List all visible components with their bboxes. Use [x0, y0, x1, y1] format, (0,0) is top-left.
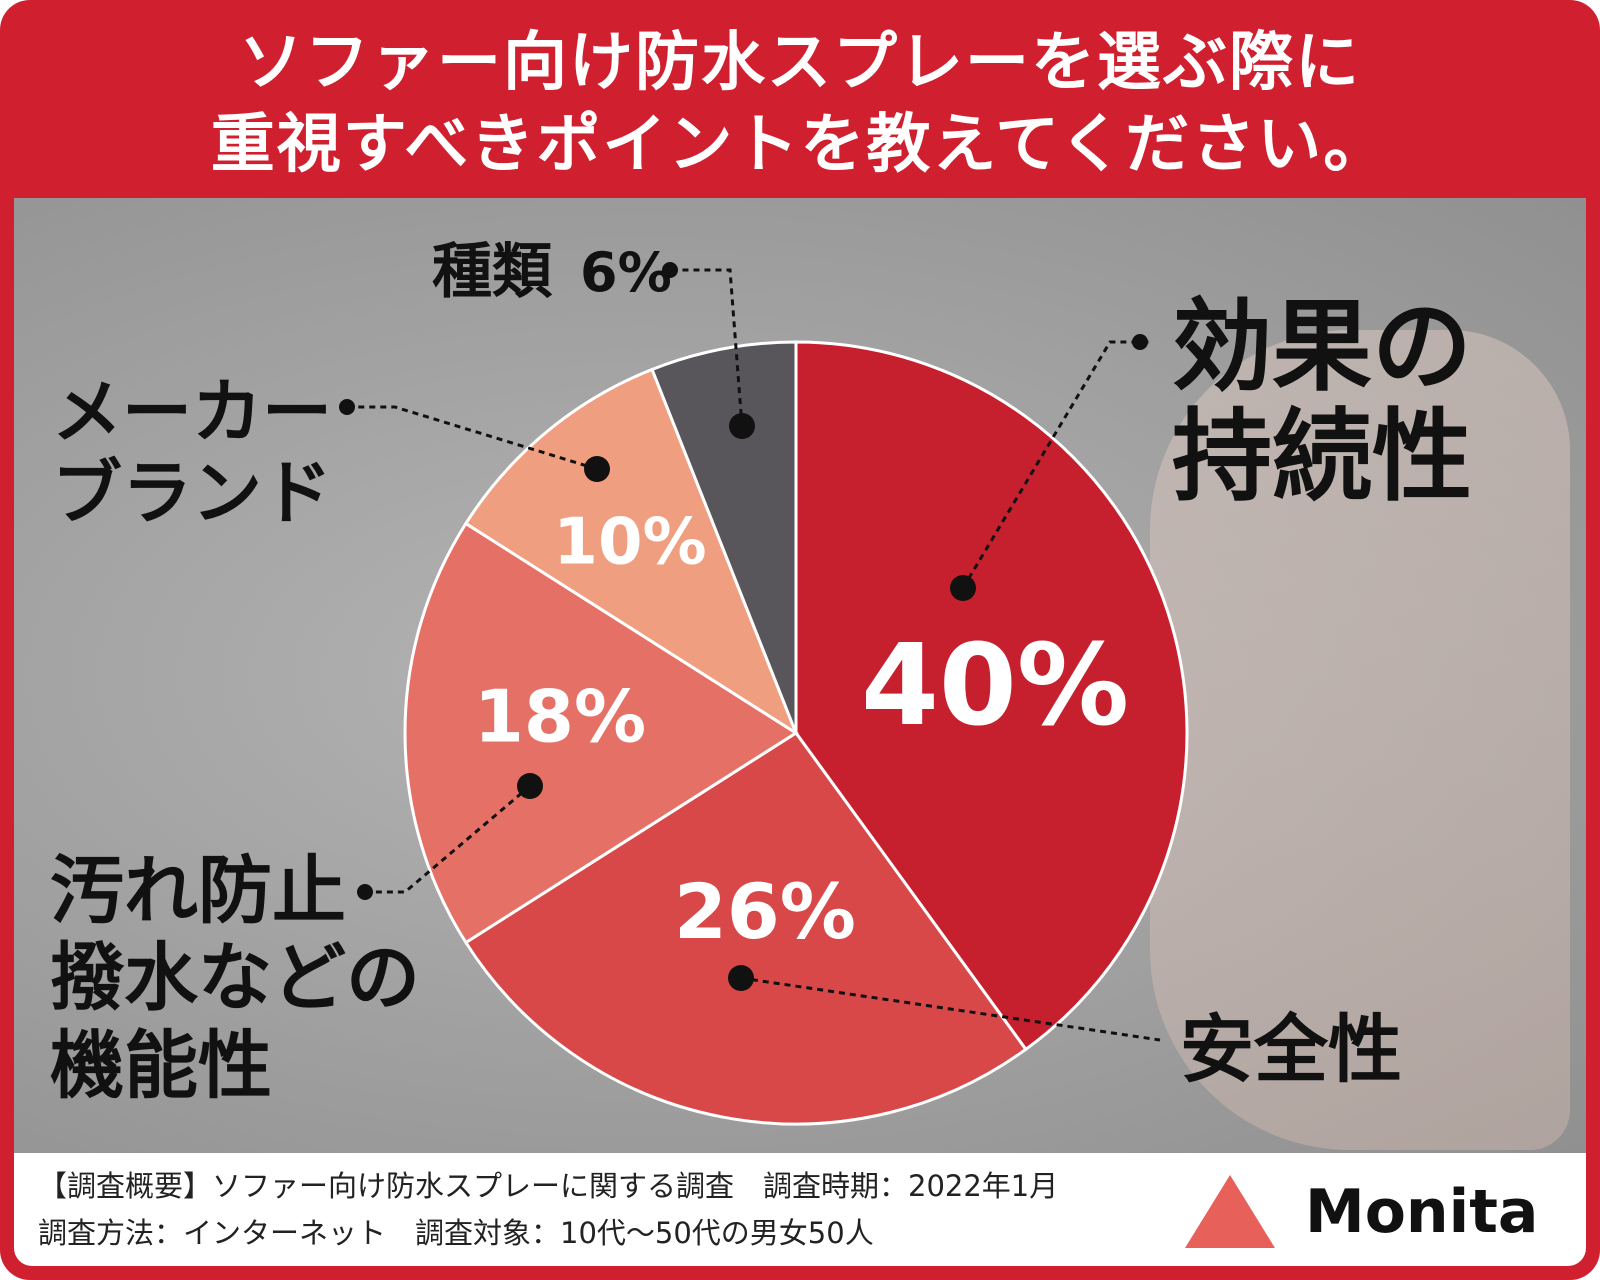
value-label: 10%	[553, 506, 706, 580]
pie-slice	[463, 367, 800, 737]
value-label: 18%	[474, 675, 646, 759]
value-label: 40%	[861, 621, 1129, 751]
background-photo	[1150, 330, 1570, 1150]
title: ソファー向け防水スプレーを選ぶ際に 重視すべきポイントを教えてください。	[210, 26, 1390, 182]
pie-slice	[650, 340, 798, 734]
leader-dot	[517, 773, 543, 799]
footer	[14, 1153, 1586, 1266]
category-label: 効果の 持続性	[1172, 288, 1472, 515]
pie-slice	[403, 521, 799, 945]
source-note: 調査方法：インターネット 調査対象：10代〜50代の男女50人	[38, 1216, 874, 1250]
leader-dot	[339, 399, 355, 415]
category-label: 種類	[432, 237, 552, 307]
leader-line	[680, 268, 744, 427]
pie-slice	[794, 340, 1189, 1052]
leader-dot	[357, 884, 373, 900]
value-label: 26%	[674, 867, 856, 956]
category-label: 汚れ防止 撥水などの 機能性	[50, 848, 420, 1109]
leader-dot	[1132, 334, 1148, 350]
leader-line	[740, 976, 1161, 1042]
source-note: 【調査概要】ソファー向け防水スプレーに関する調査 調査時期：2022年1月	[38, 1169, 1059, 1203]
leader-line	[357, 405, 598, 471]
leader-dot	[584, 456, 610, 482]
category-label: メーカー ブランド	[52, 371, 332, 534]
leader-dot	[729, 413, 755, 439]
leader-dot	[728, 965, 754, 991]
value-label: 6%	[580, 241, 672, 304]
pie-slice	[463, 730, 1028, 1126]
leader-dot	[950, 575, 976, 601]
category-label: 安全性	[1180, 1007, 1402, 1093]
leader-dot	[662, 262, 678, 278]
